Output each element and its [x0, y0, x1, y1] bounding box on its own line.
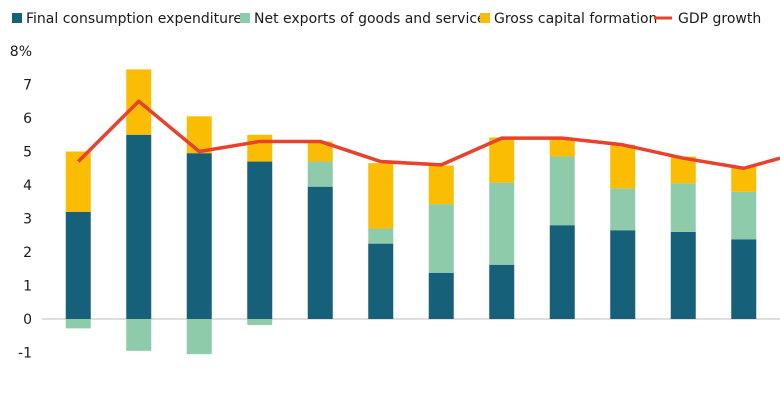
- bar-segment-2-3: [247, 134, 273, 162]
- legend-label-1: Net exports of goods and service: [254, 11, 486, 27]
- y-tick-label-6: 2: [23, 245, 32, 261]
- bar-segment-0-11: [731, 239, 757, 319]
- bar-segment-2-7: [489, 137, 515, 183]
- legend-swatch-2: [480, 13, 490, 23]
- bar-segment-1-4: [307, 161, 333, 187]
- bar-segment-2-11: [731, 166, 757, 192]
- bar-segment-0-1: [126, 134, 152, 319]
- bar-segment-1-11: [731, 191, 757, 240]
- legend-swatch-0: [12, 13, 22, 23]
- legend: Final consumption expenditure Net exports…: [12, 11, 761, 27]
- bar-segment-0-9: [610, 230, 636, 319]
- bar-segment-2-6: [428, 165, 454, 205]
- bar-segment-2-4: [307, 141, 333, 162]
- bar-segment-2-2: [186, 116, 212, 154]
- legend-item-2: Gross capital formation: [480, 11, 657, 27]
- bar-segment-1-3: [247, 319, 273, 326]
- bar-segment-1-6: [428, 204, 454, 273]
- y-axis: 8% 7 6 5 4 3 2 1 0 -1: [10, 44, 32, 362]
- legend-item-3: GDP growth: [654, 11, 761, 27]
- y-tick-label-8: 0: [23, 312, 32, 328]
- bar-segment-1-5: [368, 228, 394, 244]
- y-tick-label-2: 6: [23, 111, 32, 127]
- bar-segment-0-5: [368, 243, 394, 319]
- bar-segment-1-8: [549, 156, 575, 226]
- legend-swatch-1: [240, 13, 250, 23]
- bar-segment-0-2: [186, 153, 212, 319]
- legend-label-3: GDP growth: [678, 11, 761, 27]
- bar-segment-0-10: [670, 231, 696, 319]
- bar-segment-2-5: [368, 163, 394, 229]
- gdp-growth-line: [77, 99, 780, 170]
- legend-label-0: Final consumption expenditure: [26, 11, 242, 27]
- bar-segment-1-10: [670, 183, 696, 232]
- bar-segment-0-3: [247, 161, 273, 319]
- bar-segment-1-9: [610, 188, 636, 231]
- y-tick-label-1: 7: [23, 78, 32, 94]
- bar-segment-2-9: [610, 144, 636, 189]
- bar-segment-1-1: [126, 319, 152, 351]
- bar-segment-0-7: [489, 264, 515, 319]
- bar-segment-0-0: [65, 211, 91, 319]
- bar-segment-1-2: [186, 319, 212, 355]
- y-tick-label-5: 3: [23, 212, 32, 228]
- bar-segment-1-7: [489, 182, 515, 265]
- gdp-line-group: [77, 99, 780, 170]
- y-tick-label-4: 4: [23, 178, 32, 194]
- bars: [65, 69, 757, 355]
- bar-segment-0-8: [549, 225, 575, 319]
- bar-segment-0-4: [307, 186, 333, 319]
- bar-segment-2-8: [549, 138, 575, 157]
- y-tick-label-0: 8%: [10, 44, 32, 60]
- legend-item-1: Net exports of goods and service: [240, 11, 486, 27]
- legend-label-2: Gross capital formation: [494, 11, 657, 27]
- bar-segment-0-6: [428, 272, 454, 319]
- y-tick-label-7: 1: [23, 279, 32, 295]
- legend-item-0: Final consumption expenditure: [12, 11, 242, 27]
- y-tick-label-9: -1: [18, 346, 32, 362]
- y-tick-label-3: 5: [23, 145, 32, 161]
- bar-segment-1-0: [65, 319, 91, 329]
